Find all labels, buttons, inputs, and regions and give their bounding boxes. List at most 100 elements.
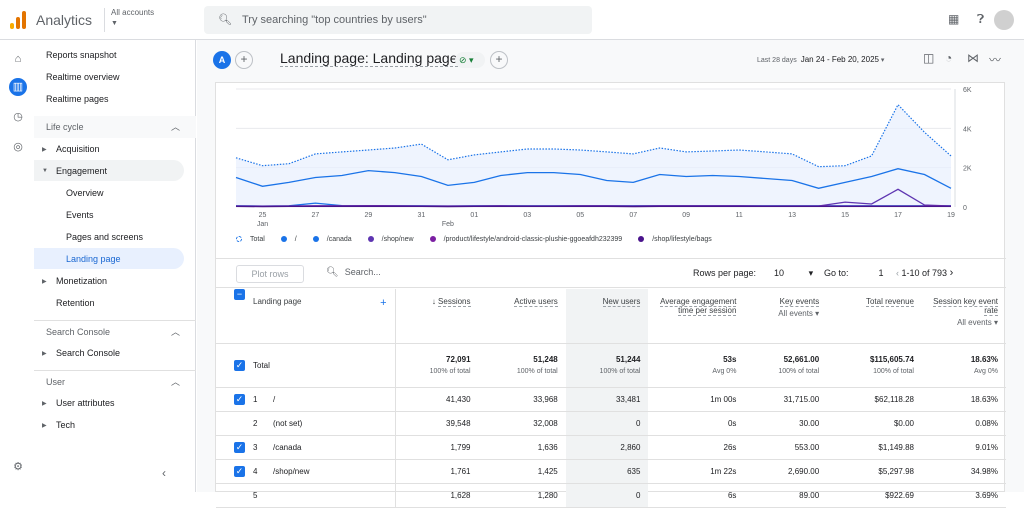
nav-realtime-overview[interactable]: Realtime overview — [46, 72, 120, 82]
nav-engagement-overview[interactable]: Overview — [66, 188, 104, 198]
search-placeholder: Search... — [345, 267, 381, 277]
chevron-up-icon: ︿ — [171, 116, 180, 138]
cell-rate: 3.69% — [922, 483, 1006, 507]
x-tick-label: 25 — [259, 212, 267, 219]
totals-checkbox[interactable]: ✓ — [216, 343, 245, 387]
nav-landing-page[interactable]: Landing page — [66, 254, 121, 264]
row-checkbox[interactable]: ✓ — [216, 459, 245, 483]
table-search-input[interactable]: 🔍︎Search... — [326, 267, 381, 278]
legend-item[interactable]: /product/lifestyle/android-classic-plush… — [430, 236, 631, 243]
legend-item[interactable]: /shop/new — [368, 236, 422, 243]
legend-item[interactable]: Total — [236, 236, 273, 243]
key-events-filter[interactable]: All events ▾ — [744, 309, 819, 318]
select-all-checkbox[interactable]: − — [216, 289, 245, 343]
nav-pages-and-screens[interactable]: Pages and screens — [66, 232, 143, 242]
header-total-revenue[interactable]: Total revenue — [827, 289, 922, 343]
row-checkbox[interactable]: ✓ — [216, 387, 245, 411]
expand-right-icon: ▶ — [42, 278, 47, 285]
advertising-icon[interactable]: ◎ — [9, 138, 27, 156]
header-new-users[interactable]: New users — [566, 289, 649, 343]
nav-reports-snapshot[interactable]: Reports snapshot — [46, 50, 117, 60]
settings-gear-icon[interactable]: ⚙ — [9, 458, 27, 476]
prev-page-icon[interactable]: ‹ — [896, 268, 899, 278]
cell-key-events: 31,715.00 — [744, 387, 827, 411]
plot-rows-button[interactable]: Plot rows — [236, 265, 304, 283]
rate-events-filter[interactable]: All events ▾ — [922, 318, 998, 327]
help-icon[interactable]: ❓︎ — [977, 12, 984, 27]
row-checkbox[interactable] — [216, 411, 245, 435]
account-selector[interactable]: All accounts ▼ — [104, 8, 154, 32]
trend-icon[interactable]: 〰 — [989, 51, 1001, 68]
row-checkbox[interactable] — [216, 483, 245, 507]
reports-icon[interactable]: ▥ — [9, 78, 27, 96]
chart-legend: Total / /canada/shop/new/product/lifestyle… — [236, 236, 728, 243]
nav-user-attributes[interactable]: User attributes — [56, 398, 115, 408]
share-icon[interactable]: ⋈ — [967, 51, 979, 65]
avatar[interactable] — [994, 10, 1014, 30]
rows-per-page[interactable]: Rows per page:10 ▾ — [693, 268, 813, 279]
legend-item[interactable]: /shop/lifestyle/bags — [638, 236, 720, 243]
x-tick-label: 05 — [576, 212, 584, 219]
legend-dot — [236, 236, 242, 242]
page-title[interactable]: Landing page: Landing page — [280, 50, 458, 67]
apps-grid-icon[interactable]: ▦ — [948, 12, 959, 26]
x-tick-label: 13 — [788, 212, 796, 219]
add-comparison-button[interactable]: + — [235, 51, 253, 69]
nav-acquisition[interactable]: Acquisition — [56, 144, 100, 154]
header-label: Average engagement time per session — [660, 297, 736, 316]
home-icon[interactable]: ⌂ — [9, 50, 27, 68]
nav-section-user[interactable]: User︿ — [34, 370, 196, 392]
goto-value: 1 — [879, 268, 884, 278]
nav-engagement-events[interactable]: Events — [66, 210, 94, 220]
report-status-check-icon[interactable]: ⊘ ▾ — [455, 52, 485, 68]
compare-icon[interactable]: ◫ — [923, 51, 934, 65]
pagination: ‹ 1-10 of 793 › — [896, 267, 953, 279]
nav-tech[interactable]: Tech — [56, 420, 75, 430]
nav-monetization[interactable]: Monetization — [56, 276, 107, 286]
legend-item[interactable]: /canada — [313, 236, 360, 243]
nav-section-search-console[interactable]: Search Console︿ — [34, 320, 196, 342]
nav-realtime-pages[interactable]: Realtime pages — [46, 94, 109, 104]
x-month-label: Feb — [442, 221, 454, 228]
goto-page[interactable]: Go to:1 — [824, 268, 884, 278]
cell-avg-engagement: 0s — [648, 411, 744, 435]
chevron-down-icon: ▾ — [809, 268, 814, 278]
row-checkbox[interactable]: ✓ — [216, 435, 245, 459]
expand-right-icon: ▶ — [42, 146, 47, 153]
add-filter-button[interactable]: + — [490, 51, 508, 69]
section-label: User — [46, 377, 65, 387]
nav-retention[interactable]: Retention — [56, 298, 95, 308]
header-label: Active users — [514, 297, 558, 307]
nav-engagement[interactable]: Engagement — [56, 166, 107, 176]
nav-search-console[interactable]: Search Console — [56, 348, 120, 358]
add-dimension-icon[interactable]: + — [380, 297, 386, 309]
search-input[interactable]: 🔍︎ Try searching "top countries by users… — [204, 6, 592, 34]
legend-item[interactable]: / — [281, 236, 305, 243]
comparison-badge[interactable]: A — [213, 51, 231, 69]
explore-icon[interactable]: ◷ — [9, 108, 27, 126]
insights-icon[interactable]: ◔ — [945, 51, 952, 65]
header-active-users[interactable]: Active users — [479, 289, 566, 343]
nav-section-lifecycle[interactable]: Life cycle︿ — [34, 116, 196, 138]
legend-dot — [281, 236, 287, 242]
header-sessions[interactable]: ↓ Sessions — [395, 289, 479, 343]
expand-right-icon: ▶ — [42, 350, 47, 357]
cell-landing-page: 2(not set) — [245, 411, 395, 435]
legend-label: /canada — [327, 236, 352, 243]
analytics-logo-icon[interactable] — [10, 11, 26, 29]
cell-sessions: 39,548 — [395, 411, 479, 435]
collapse-nav-chevron-icon[interactable]: ‹ — [162, 466, 166, 480]
next-page-icon[interactable]: › — [950, 267, 954, 279]
header-landing-page[interactable]: Landing page+ — [245, 289, 395, 343]
header-avg-engagement[interactable]: Average engagement time per session — [648, 289, 744, 343]
